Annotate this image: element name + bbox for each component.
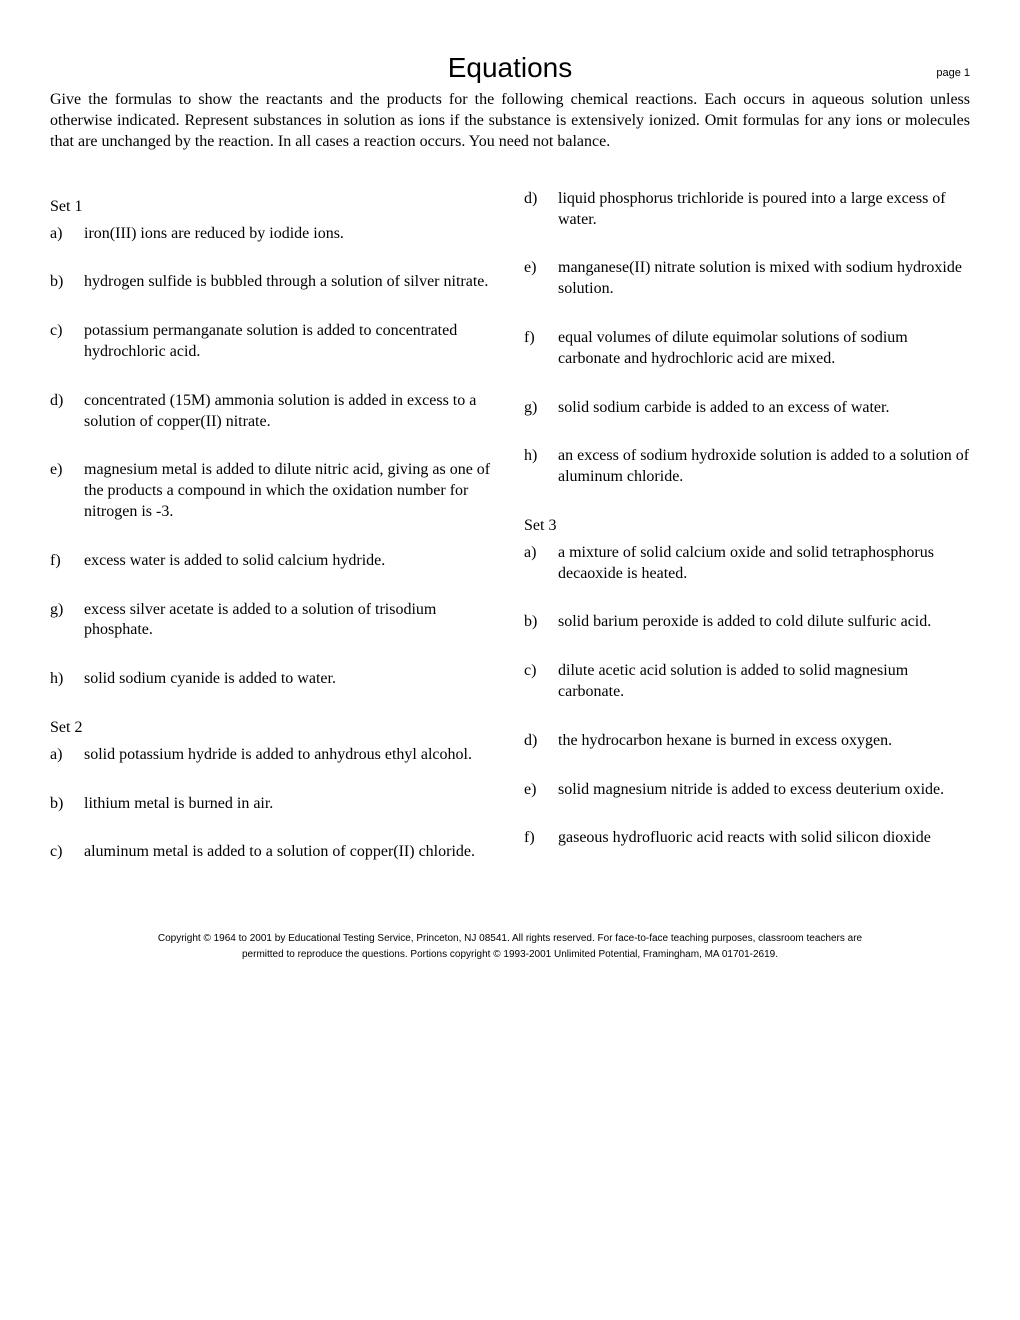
set3-item-a: a) a mixture of solid calcium oxide and … (524, 543, 970, 585)
item-letter: d) (524, 731, 558, 752)
set3-item-c: c) dilute acetic acid solution is added … (524, 661, 970, 703)
item-letter: d) (50, 391, 84, 412)
set2-item-a: a) solid potassium hydride is added to a… (50, 745, 496, 766)
item-text: hydrogen sulfide is bubbled through a so… (84, 272, 496, 293)
item-letter: c) (50, 321, 84, 342)
item-letter: f) (50, 551, 84, 572)
item-letter: c) (524, 661, 558, 682)
set1-item-g: g) excess silver acetate is added to a s… (50, 600, 496, 642)
item-letter: a) (50, 224, 84, 245)
item-letter: e) (50, 460, 84, 481)
set2-item-d: d) liquid phosphorus trichloride is pour… (524, 189, 970, 231)
item-text: an excess of sodium hydroxide solution i… (558, 446, 970, 488)
set1-item-a: a) iron(III) ions are reduced by iodide … (50, 224, 496, 245)
item-text: equal volumes of dilute equimolar soluti… (558, 328, 970, 370)
item-text: iron(III) ions are reduced by iodide ion… (84, 224, 496, 245)
item-text: solid sodium carbide is added to an exce… (558, 398, 970, 419)
item-text: solid magnesium nitride is added to exce… (558, 780, 970, 801)
set1-item-d: d) concentrated (15M) ammonia solution i… (50, 391, 496, 433)
item-letter: h) (50, 669, 84, 690)
set1-item-b: b) hydrogen sulfide is bubbled through a… (50, 272, 496, 293)
item-text: lithium metal is burned in air. (84, 794, 496, 815)
instructions-paragraph: Give the formulas to show the reactants … (50, 90, 970, 152)
set3-item-d: d) the hydrocarbon hexane is burned in e… (524, 731, 970, 752)
item-text: a mixture of solid calcium oxide and sol… (558, 543, 970, 585)
item-letter: c) (50, 842, 84, 863)
set2-item-f: f) equal volumes of dilute equimolar sol… (524, 328, 970, 370)
item-letter: h) (524, 446, 558, 467)
item-text: liquid phosphorus trichloride is poured … (558, 189, 970, 231)
item-text: concentrated (15M) ammonia solution is a… (84, 391, 496, 433)
item-text: solid sodium cyanide is added to water. (84, 669, 496, 690)
item-text: excess silver acetate is added to a solu… (84, 600, 496, 642)
item-text: dilute acetic acid solution is added to … (558, 661, 970, 703)
set2-item-e: e) manganese(II) nitrate solution is mix… (524, 258, 970, 300)
page-number-label: page 1 (936, 66, 970, 80)
item-text: potassium permanganate solution is added… (84, 321, 496, 363)
item-letter: e) (524, 780, 558, 801)
page-title: Equations (448, 50, 573, 86)
item-text: magnesium metal is added to dilute nitri… (84, 460, 496, 522)
set1-item-h: h) solid sodium cyanide is added to wate… (50, 669, 496, 690)
item-text: the hydrocarbon hexane is burned in exce… (558, 731, 970, 752)
item-text: solid potassium hydride is added to anhy… (84, 745, 496, 766)
set-1-label: Set 1 (50, 197, 496, 218)
item-letter: b) (524, 612, 558, 633)
copyright-footer: Copyright © 1964 to 2001 by Educational … (50, 931, 970, 963)
item-letter: e) (524, 258, 558, 279)
left-column: Set 1 a) iron(III) ions are reduced by i… (50, 189, 496, 891)
item-letter: f) (524, 328, 558, 349)
set1-item-c: c) potassium permanganate solution is ad… (50, 321, 496, 363)
set3-item-f: f) gaseous hydrofluoric acid reacts with… (524, 828, 970, 849)
set2-item-g: g) solid sodium carbide is added to an e… (524, 398, 970, 419)
set2-item-b: b) lithium metal is burned in air. (50, 794, 496, 815)
footer-line-2: permitted to reproduce the questions. Po… (50, 947, 970, 963)
item-letter: g) (50, 600, 84, 621)
item-text: excess water is added to solid calcium h… (84, 551, 496, 572)
item-letter: g) (524, 398, 558, 419)
set-2-label: Set 2 (50, 718, 496, 739)
item-letter: a) (50, 745, 84, 766)
two-column-layout: Set 1 a) iron(III) ions are reduced by i… (50, 189, 970, 891)
set3-item-b: b) solid barium peroxide is added to col… (524, 612, 970, 633)
item-text: aluminum metal is added to a solution of… (84, 842, 496, 863)
item-letter: f) (524, 828, 558, 849)
set2-item-c: c) aluminum metal is added to a solution… (50, 842, 496, 863)
footer-line-1: Copyright © 1964 to 2001 by Educational … (50, 931, 970, 947)
set-3-label: Set 3 (524, 516, 970, 537)
set1-item-f: f) excess water is added to solid calciu… (50, 551, 496, 572)
item-text: solid barium peroxide is added to cold d… (558, 612, 970, 633)
item-text: manganese(II) nitrate solution is mixed … (558, 258, 970, 300)
item-letter: b) (50, 794, 84, 815)
set2-item-h: h) an excess of sodium hydroxide solutio… (524, 446, 970, 488)
set1-item-e: e) magnesium metal is added to dilute ni… (50, 460, 496, 522)
item-text: gaseous hydrofluoric acid reacts with so… (558, 828, 970, 849)
right-column: d) liquid phosphorus trichloride is pour… (524, 189, 970, 891)
item-letter: a) (524, 543, 558, 564)
item-letter: d) (524, 189, 558, 210)
set3-item-e: e) solid magnesium nitride is added to e… (524, 780, 970, 801)
item-letter: b) (50, 272, 84, 293)
title-row: Equations page 1 (50, 50, 970, 86)
